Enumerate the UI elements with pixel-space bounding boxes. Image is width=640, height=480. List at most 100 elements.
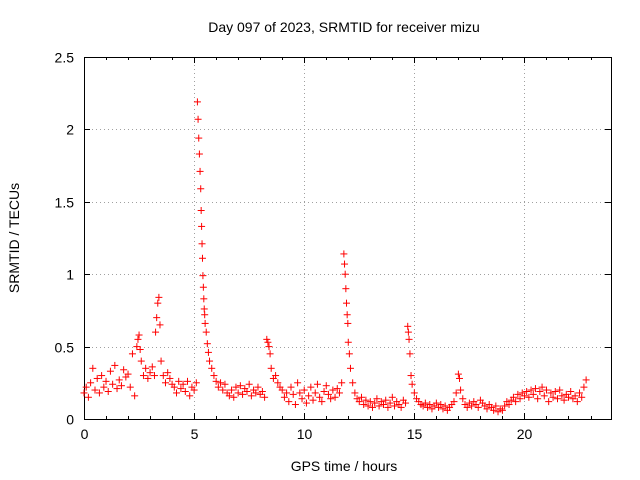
data-point	[247, 392, 255, 400]
data-point	[391, 402, 399, 410]
data-point	[156, 321, 164, 329]
data-point	[368, 403, 376, 411]
data-point	[545, 398, 553, 406]
data-point	[309, 396, 317, 404]
data-point	[498, 406, 506, 414]
data-point	[272, 372, 280, 380]
x-tick-label: 20	[517, 426, 533, 442]
data-point	[124, 370, 132, 378]
data-point	[126, 383, 134, 391]
data-point	[556, 386, 564, 394]
data-point	[410, 389, 418, 397]
data-point	[397, 403, 405, 411]
data-point	[203, 340, 211, 348]
data-point	[198, 254, 206, 262]
data-point	[195, 150, 203, 158]
data-point	[355, 398, 363, 406]
grid	[84, 57, 611, 419]
data-point	[432, 399, 440, 407]
data-point	[457, 386, 465, 394]
data-point	[344, 319, 352, 327]
data-point	[474, 403, 482, 411]
data-point	[221, 380, 229, 388]
data-point	[406, 350, 414, 358]
data-point	[202, 328, 210, 336]
data-point	[84, 393, 92, 401]
data-point	[296, 389, 304, 397]
data-point	[153, 314, 161, 322]
data-point	[102, 377, 110, 385]
data-point	[375, 402, 383, 410]
data-point	[509, 393, 517, 401]
data-point	[345, 350, 353, 358]
data-point	[578, 393, 586, 401]
data-point	[362, 396, 370, 404]
data-point	[98, 372, 106, 380]
y-tick-label: 1	[66, 267, 74, 283]
data-point	[549, 393, 557, 401]
data-point	[198, 222, 206, 230]
data-point	[111, 361, 119, 369]
data-point	[560, 396, 568, 404]
data-point	[322, 382, 330, 390]
data-point	[157, 357, 165, 365]
y-tick-label: 1.5	[55, 195, 75, 211]
data-point	[538, 383, 546, 391]
data-point	[104, 387, 112, 395]
chart-title: Day 097 of 2023, SRMTID for receiver miz…	[208, 19, 480, 35]
data-point	[341, 260, 349, 268]
data-point	[335, 389, 343, 397]
data-point	[343, 299, 351, 307]
data-point	[426, 401, 434, 409]
data-point	[184, 377, 192, 385]
data-point	[437, 401, 445, 409]
data-point	[82, 383, 90, 391]
data-point	[192, 379, 200, 387]
y-tick-label: 2.5	[55, 50, 75, 66]
data-point	[576, 389, 584, 397]
data-point	[228, 386, 236, 394]
data-point	[525, 393, 533, 401]
data-point	[120, 366, 128, 374]
data-point	[291, 401, 299, 409]
data-point	[384, 403, 392, 411]
data-point	[267, 364, 275, 372]
data-point	[582, 376, 590, 384]
data-point	[154, 299, 162, 307]
data-point	[234, 389, 242, 397]
data-point	[520, 392, 528, 400]
data-point	[388, 393, 396, 401]
x-tick-label: 5	[191, 426, 199, 442]
data-point	[264, 338, 272, 346]
data-point	[536, 387, 544, 395]
data-point	[136, 345, 144, 353]
data-point	[455, 374, 463, 382]
data-point	[529, 390, 537, 398]
data-point	[331, 393, 339, 401]
data-point	[551, 387, 559, 395]
data-point	[139, 372, 147, 380]
data-point	[206, 357, 214, 365]
data-point	[261, 393, 269, 401]
data-point	[300, 386, 308, 394]
data-point	[199, 272, 207, 280]
data-point	[318, 398, 326, 406]
data-point	[263, 335, 271, 343]
data-point	[106, 367, 114, 375]
data-point	[501, 402, 509, 410]
data-point	[553, 395, 561, 403]
data-point	[274, 379, 282, 387]
data-point	[236, 382, 244, 390]
data-point	[148, 363, 156, 371]
data-point	[230, 393, 238, 401]
data-point	[289, 390, 297, 398]
data-point	[558, 392, 566, 400]
data-point	[128, 350, 136, 358]
data-point	[421, 399, 429, 407]
data-point	[117, 382, 125, 390]
data-point	[280, 393, 288, 401]
data-point	[93, 374, 101, 382]
data-point	[573, 398, 581, 406]
data-point	[380, 401, 388, 409]
y-tick-label: 2	[66, 122, 74, 138]
